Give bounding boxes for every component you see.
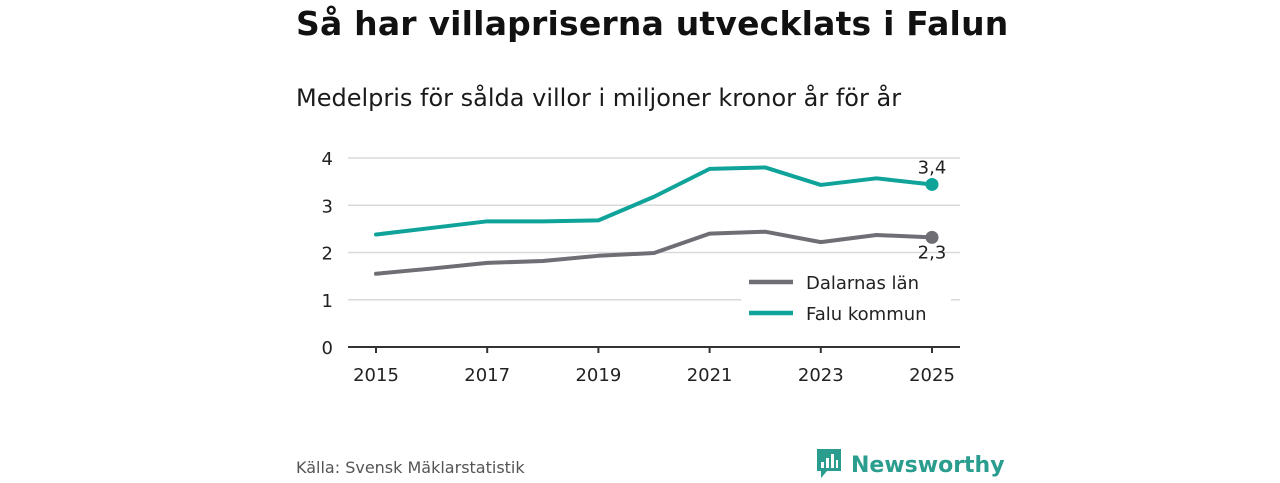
series-end-point-dalarnas-l-n (925, 230, 939, 244)
series-end-point-falu-kommun (925, 177, 939, 191)
legend-label: Falu kommun (806, 304, 927, 325)
y-tick-label: 2 (322, 244, 333, 265)
brand-logo[interactable]: Newsworthy (815, 447, 1005, 483)
legend-background (741, 264, 951, 330)
end-value-label: 3,4 (918, 157, 947, 178)
bar-chart-bubble-icon (815, 447, 843, 483)
axes: 0 1 2 3 4 2015 2017 2019 2021 2023 2025 (322, 149, 960, 386)
brand-name: Newsworthy (851, 452, 1005, 478)
data-labels: 2,3 3,4 (918, 157, 947, 263)
end-value-label: 2,3 (918, 242, 947, 263)
series-line-falu-kommun (374, 165, 934, 237)
x-tick-label: 2015 (353, 365, 399, 386)
y-tick-label: 3 (322, 196, 333, 217)
chart-subtitle: Medelpris för sålda villor i miljoner kr… (296, 84, 902, 112)
y-tick-label: 0 (322, 338, 333, 359)
x-tick-label: 2021 (687, 365, 733, 386)
chart-title: Så har villapriserna utvecklats i Falun (296, 4, 1009, 43)
source-note: Källa: Svensk Mäklarstatistik (296, 458, 525, 477)
series (374, 165, 939, 276)
y-tick-label: 1 (322, 291, 333, 312)
y-tick-label: 4 (322, 149, 333, 170)
x-tick-label: 2023 (798, 365, 844, 386)
legend-label: Dalarnas län (806, 273, 919, 294)
legend: Dalarnas län Falu kommun (741, 264, 951, 330)
series-line-dalarnas-l-n (374, 229, 934, 276)
x-tick-label: 2017 (464, 365, 510, 386)
x-tick-label: 2019 (575, 365, 621, 386)
x-tick-label: 2025 (909, 365, 955, 386)
